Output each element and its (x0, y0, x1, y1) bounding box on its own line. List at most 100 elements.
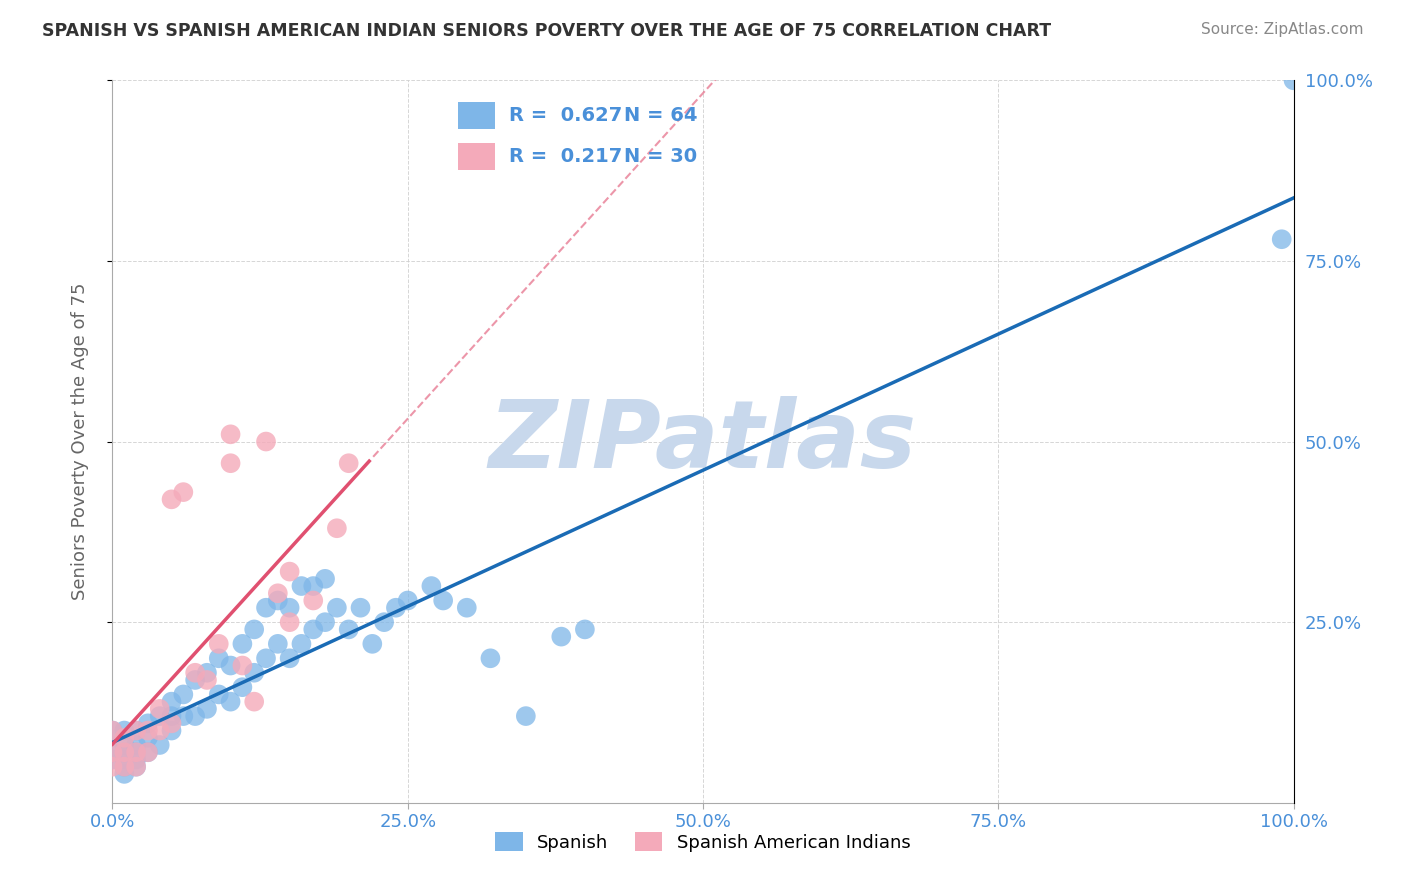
Point (125, 723, 148, 738)
Point (112, 738, 135, 752)
Point (112, 731, 135, 745)
Point (515, 709, 537, 723)
Text: ZIPatlas: ZIPatlas (489, 395, 917, 488)
Point (550, 630, 572, 644)
Point (184, 673, 207, 687)
Point (101, 723, 124, 738)
Point (184, 665, 207, 680)
Point (231, 658, 253, 673)
Point (243, 695, 266, 709)
Point (112, 760, 135, 774)
Point (112, 760, 135, 774)
Text: Source: ZipAtlas.com: Source: ZipAtlas.com (1201, 22, 1364, 37)
Point (267, 586, 290, 600)
Point (149, 709, 172, 723)
Point (136, 716, 159, 731)
Point (208, 637, 231, 651)
Point (112, 752, 135, 766)
Point (172, 485, 194, 500)
Point (302, 623, 325, 637)
Point (302, 579, 325, 593)
Point (101, 745, 124, 759)
Point (219, 427, 242, 442)
Point (219, 456, 242, 470)
Point (243, 623, 266, 637)
Point (326, 600, 349, 615)
Point (254, 600, 277, 615)
Point (1282, 73, 1305, 87)
Point (479, 651, 502, 665)
Point (254, 651, 277, 665)
Point (326, 521, 349, 535)
Point (101, 723, 124, 738)
Text: SPANISH VS SPANISH AMERICAN INDIAN SENIORS POVERTY OVER THE AGE OF 75 CORRELATIO: SPANISH VS SPANISH AMERICAN INDIAN SENIO… (42, 22, 1052, 40)
Point (349, 600, 371, 615)
Point (278, 565, 301, 579)
Point (231, 680, 253, 694)
Text: N = 30: N = 30 (624, 147, 697, 166)
Point (373, 615, 395, 630)
Point (149, 702, 172, 716)
Point (314, 572, 336, 586)
Text: R =  0.627: R = 0.627 (509, 106, 623, 125)
Point (278, 651, 301, 665)
Point (243, 665, 266, 680)
Point (136, 723, 159, 738)
Point (396, 593, 419, 607)
Point (337, 623, 360, 637)
Point (302, 593, 325, 607)
Point (112, 745, 135, 759)
Point (267, 593, 290, 607)
Point (456, 600, 478, 615)
Y-axis label: Seniors Poverty Over the Age of 75: Seniors Poverty Over the Age of 75 (70, 283, 89, 600)
Point (337, 456, 360, 470)
Point (112, 745, 135, 759)
Point (125, 745, 148, 759)
Point (160, 723, 183, 738)
Point (195, 673, 218, 687)
Point (278, 615, 301, 630)
Point (420, 579, 443, 593)
Point (290, 579, 312, 593)
Point (385, 600, 408, 615)
Text: R =  0.217: R = 0.217 (509, 147, 623, 166)
Point (184, 709, 207, 723)
Point (254, 434, 277, 449)
Point (125, 738, 148, 752)
Point (172, 687, 194, 701)
Text: N = 64: N = 64 (624, 106, 697, 125)
Point (195, 665, 218, 680)
Point (267, 637, 290, 651)
Point (208, 687, 231, 701)
Point (101, 745, 124, 759)
Point (195, 702, 218, 716)
Point (125, 760, 148, 774)
Point (125, 752, 148, 766)
Point (278, 600, 301, 615)
Point (160, 492, 183, 507)
Point (125, 745, 148, 759)
Point (160, 695, 183, 709)
Point (136, 745, 159, 759)
Point (136, 731, 159, 745)
Point (574, 623, 596, 637)
Point (101, 752, 124, 766)
Point (231, 637, 253, 651)
Point (125, 723, 148, 738)
Point (208, 651, 231, 665)
Point (219, 695, 242, 709)
Bar (458, 103, 495, 129)
Point (112, 767, 135, 781)
Point (149, 738, 172, 752)
Point (314, 615, 336, 630)
Point (160, 709, 183, 723)
Point (290, 637, 312, 651)
Point (136, 745, 159, 759)
Point (149, 723, 172, 738)
Point (160, 716, 183, 731)
Point (172, 709, 194, 723)
Point (361, 637, 384, 651)
Point (112, 723, 135, 738)
Bar (458, 143, 495, 169)
Point (432, 593, 454, 607)
